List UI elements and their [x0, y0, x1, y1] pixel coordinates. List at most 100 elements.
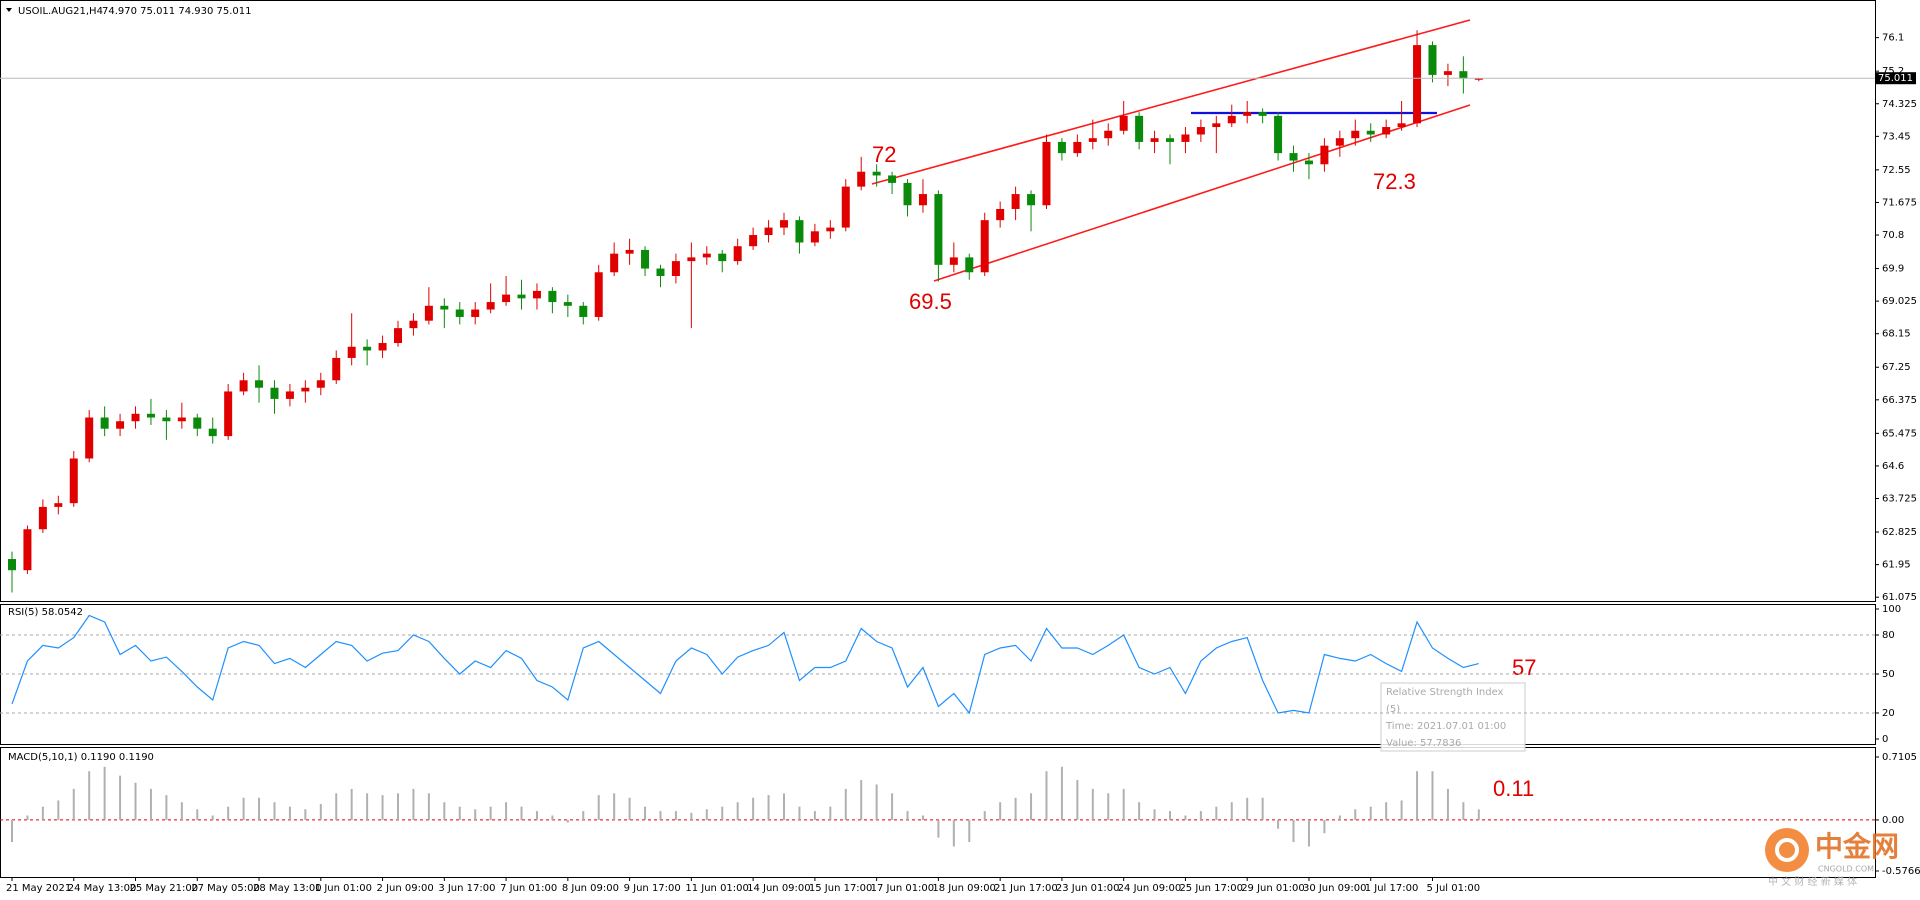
candle-body [424, 305, 433, 321]
candle-body [795, 220, 804, 243]
macd-title: MACD(5,10,1) 0.1190 0.1190 [8, 752, 154, 763]
x-tick-label: 25 Jun 17:00 [1179, 883, 1243, 894]
candle-body [54, 503, 63, 507]
candle-body [363, 346, 372, 351]
candle-body [486, 302, 495, 310]
candle-body [1320, 145, 1329, 165]
candle-body [378, 343, 387, 351]
tooltip-line: Time: 2021.07.01 01:00 [1385, 721, 1506, 732]
y-tick-label: 67.25 [1882, 362, 1911, 373]
candle-body [1335, 138, 1344, 146]
candle-body [949, 257, 958, 265]
candle-body [1227, 115, 1236, 124]
candle-body [1119, 115, 1128, 131]
candle-body [1166, 138, 1174, 142]
rsi-title: RSI(5) 58.0542 [8, 607, 83, 618]
candle-body [1289, 153, 1298, 161]
candle-body [1474, 78, 1483, 80]
x-tick-label: 1 Jul 17:00 [1365, 883, 1419, 894]
candle-body [146, 413, 155, 418]
candle-body [270, 387, 279, 399]
candle-body [872, 171, 881, 176]
candle-body [1181, 134, 1190, 142]
candle-body [285, 391, 294, 399]
candle-body [965, 257, 974, 273]
candle-body [563, 302, 572, 306]
y-tick-label: 76.1 [1882, 33, 1904, 44]
candle-body [610, 253, 619, 273]
candle-body [440, 305, 449, 310]
candle-body [857, 171, 866, 187]
y-tick-label: 63.725 [1882, 494, 1917, 505]
watermark-name: 中金网 [1815, 830, 1899, 863]
candle-body [177, 417, 186, 422]
candle-body [316, 380, 325, 388]
candle-body [162, 417, 171, 422]
y-tick-label: 65.475 [1882, 428, 1917, 439]
y-tick-label: 70.8 [1882, 230, 1904, 241]
candle-body [780, 220, 788, 228]
y-tick-label: 80 [1882, 630, 1895, 641]
candle-body [980, 220, 989, 273]
x-tick-label: 30 Jun 09:00 [1303, 883, 1367, 894]
candle-body [471, 309, 480, 317]
candle-body [1397, 123, 1406, 128]
tooltip-line: (5) [1386, 704, 1400, 715]
macd-pane [0, 747, 1876, 878]
annotation: 69.5 [909, 289, 952, 314]
candle-body [409, 320, 418, 329]
x-tick-label: 25 May 21:00 [130, 883, 199, 894]
y-tick-label: 0.00 [1882, 815, 1904, 826]
candle-body [1274, 115, 1283, 154]
y-tick-label: 71.675 [1882, 197, 1917, 208]
last-price-box [1876, 72, 1916, 85]
ohlc: 74.970 75.011 74.930 75.011 [102, 6, 252, 17]
candle-body [38, 506, 47, 530]
candle-body [733, 246, 742, 262]
candle-body [347, 346, 356, 358]
candle-body [903, 182, 912, 206]
menu-arrow [6, 8, 12, 12]
candle-body [532, 290, 541, 299]
x-tick-label: 9 Jun 17:00 [624, 883, 681, 894]
candle-body [116, 421, 125, 429]
candle-body [1243, 112, 1252, 116]
candle-body [1135, 115, 1144, 142]
candle-body [718, 253, 727, 262]
candle-body [85, 417, 94, 459]
candle-body [1057, 141, 1066, 154]
x-tick-label: 3 Jun 17:00 [438, 883, 495, 894]
candle-body [239, 380, 248, 392]
candle-body [131, 413, 140, 422]
candle-body [1196, 127, 1205, 135]
candle-body [208, 428, 217, 437]
y-tick-label: -0.5766 [1882, 866, 1920, 877]
y-tick-label: 0 [1882, 734, 1888, 745]
candle-body [934, 194, 943, 265]
x-tick-label: 18 Jun 09:00 [932, 883, 996, 894]
candle-body [764, 227, 773, 236]
candle-body [1304, 160, 1313, 165]
annotation: 57 [1512, 655, 1536, 680]
candle-body [826, 227, 835, 232]
candle-body [1104, 130, 1113, 139]
y-tick-label: 100 [1882, 604, 1901, 615]
candle-body [548, 290, 557, 303]
y-tick-label: 72.55 [1882, 165, 1911, 176]
candle-body [23, 529, 32, 571]
y-tick-label: 64.6 [1882, 461, 1904, 472]
y-tick-label: 61.95 [1882, 560, 1911, 571]
x-tick-label: 24 May 13:00 [68, 883, 137, 894]
candle-body [702, 253, 711, 258]
candle-body [224, 391, 233, 437]
candle-body [594, 272, 603, 317]
y-tick-label: 73.45 [1882, 131, 1911, 142]
candle-body [1027, 194, 1036, 206]
tooltip-box [1380, 682, 1526, 752]
x-tick-label: 23 Jun 01:00 [1056, 883, 1120, 894]
y-tick-label: 62.825 [1882, 527, 1917, 538]
candle-body [1042, 141, 1051, 206]
x-tick-label: 2 Jun 09:00 [377, 883, 434, 894]
